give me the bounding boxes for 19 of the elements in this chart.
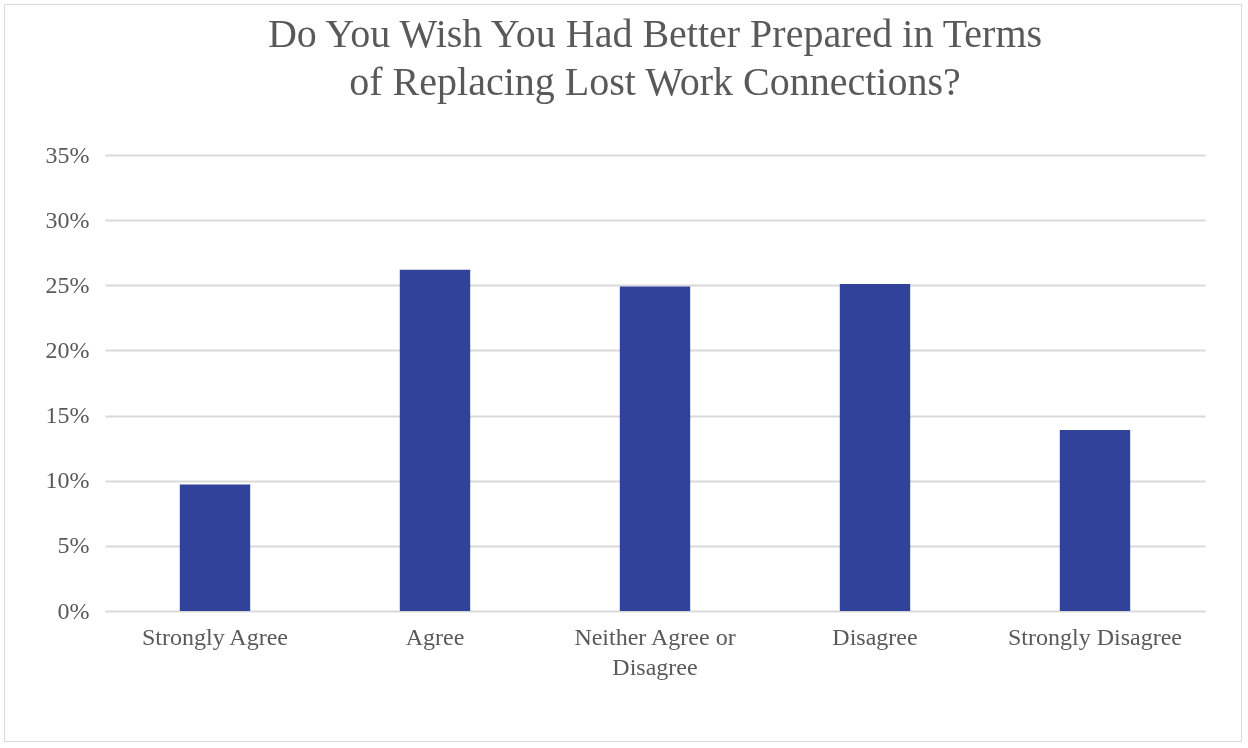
bar [179, 484, 251, 611]
bar [619, 286, 691, 611]
x-tick-label: Neither Agree or Disagree [574, 623, 736, 680]
chart-title: Do You Wish You Had Better Prepared in Terms of Replacing Lost Work Connections? [267, 11, 1043, 104]
x-tick-label: Disagree [832, 623, 918, 650]
y-tick-label: 25% [45, 271, 90, 298]
x-tick-label: Agree [405, 623, 465, 650]
y-tick-label: 20% [45, 336, 90, 363]
y-tick-label: 10% [45, 467, 90, 494]
bar [1059, 429, 1131, 611]
x-tick-label: Strongly Agree [142, 623, 288, 650]
y-tick-label: 5% [57, 532, 90, 559]
y-tick-label: 30% [45, 206, 90, 233]
y-tick-label: 35% [45, 141, 90, 168]
bar [839, 283, 911, 611]
bar [399, 269, 471, 611]
y-tick-label: 0% [57, 597, 90, 624]
y-tick-label: 15% [45, 402, 90, 429]
x-tick-label: Strongly Disagree [1008, 623, 1182, 650]
